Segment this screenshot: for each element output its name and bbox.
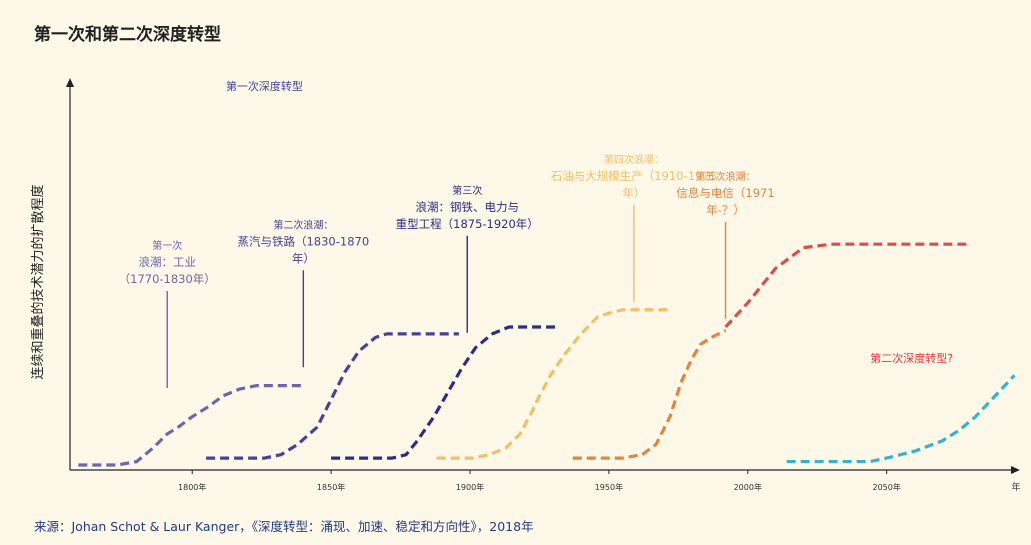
series-line-3: [331, 325, 559, 460]
source-note: 来源：Johan Schot & Laur Kanger，《深度转型：涌现、加速…: [34, 519, 534, 534]
annotation-text-4-2: 石油与大规模生产（1910-1975: [551, 169, 717, 183]
chart-title: 第一次和第二次深度转型: [34, 25, 221, 45]
series-line-2: [206, 332, 459, 460]
annotation-text-2-1: 第二次浪潮：: [273, 218, 333, 231]
axes: 连续和重叠的技术潜力的扩散程度 1800年 1850年 1900年 1950年 2000年…: [30, 78, 1021, 493]
series-layer: [78, 242, 1016, 467]
annotation-text-5-3: 年-？）: [706, 203, 745, 217]
annotation-text-3-3: 重型工程（1875-1920年）: [396, 217, 539, 231]
annotation-text-2-3: 年）: [292, 251, 315, 265]
series-line-7: [786, 374, 1016, 464]
x-axis-label: 年: [1011, 481, 1020, 493]
annotation-text-3-2: 浪潮：钢铁、电力与: [415, 200, 519, 214]
annotation-text-2-2: 蒸汽与铁路（1830-1870: [237, 234, 369, 248]
x-axis-arrow: [1011, 466, 1020, 474]
group-label-first: 第一次深度转型: [226, 79, 303, 93]
x-tick-label: 2000年: [734, 482, 762, 492]
annotation-text-4-1: 第四次浪潮：: [604, 153, 664, 166]
x-tick-label: 1800年: [178, 482, 206, 492]
annotation-text-5-1: 第五次浪潮：: [696, 170, 756, 183]
annotation-text-1-1: 第一次: [152, 239, 182, 252]
annotation-text-5-2: 信息与电信（1971: [676, 186, 774, 200]
series-line-5: [572, 329, 727, 460]
annotation-text-4-3: 年）: [622, 186, 645, 200]
group-label-second: 第二次深度转型?: [870, 351, 953, 365]
series-line-6: [724, 242, 970, 329]
y-axis-arrow: [66, 78, 74, 87]
series-line-4: [436, 308, 670, 460]
annotation-text-1-3: （1770-1830年）: [119, 272, 216, 286]
y-axis-label: 连续和重叠的技术潜力的扩散程度: [30, 184, 46, 379]
x-tick-label: 1900年: [456, 482, 484, 492]
x-tick-label: 2050年: [872, 482, 900, 492]
annotation-text-1-2: 浪潮：工业: [138, 255, 196, 269]
series-line-1: [78, 384, 304, 467]
x-tick-label: 1850年: [317, 482, 345, 492]
annotation-text-3-1: 第三次: [452, 184, 482, 197]
x-tick-label: 1950年: [595, 482, 623, 492]
